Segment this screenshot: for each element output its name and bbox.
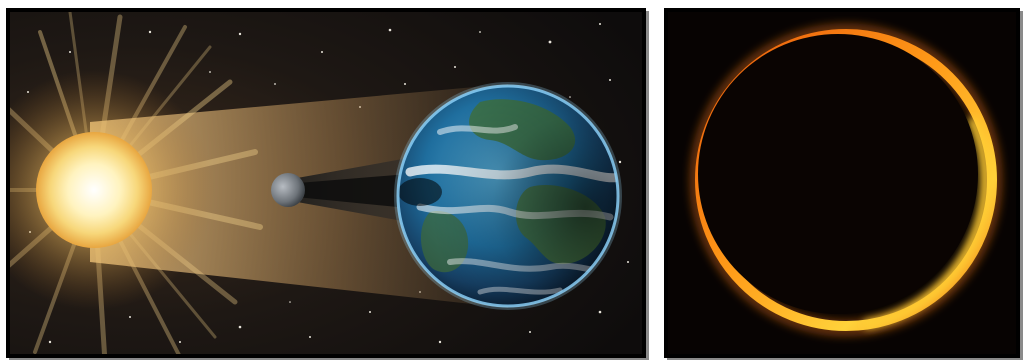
moon: [271, 173, 305, 207]
moon-umbra: [286, 174, 408, 208]
annular-eclipse-photo: [668, 12, 1016, 354]
earth: [394, 82, 622, 310]
ring-bright-arc: [863, 117, 991, 329]
annular-eclipse-panel: [664, 8, 1020, 358]
eclipse-diagram-panel: [6, 8, 646, 358]
sun: [36, 132, 152, 248]
eclipse-diagram-illustration: [10, 12, 642, 354]
moon-disc: [698, 34, 978, 314]
